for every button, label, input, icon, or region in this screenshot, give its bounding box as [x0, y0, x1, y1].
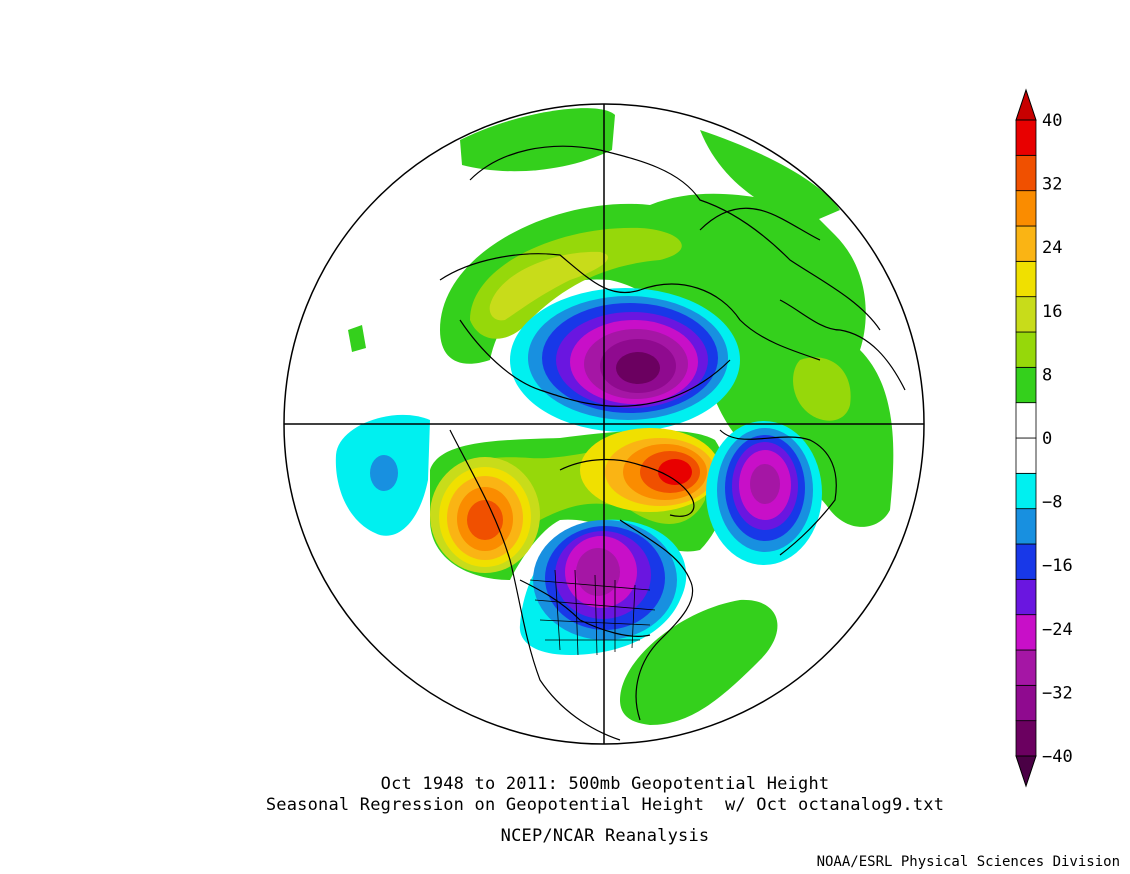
anomaly-yellow-band: [489, 251, 609, 321]
colorbar-swatch: [1015, 472, 1037, 510]
colorbar-tick-label: 32: [1042, 175, 1062, 195]
colorbar-swatch: [1015, 225, 1037, 262]
colorbar-tick-label: 16: [1042, 302, 1062, 322]
colorbar-swatch: [1015, 437, 1037, 474]
colorbar-tick-label: −16: [1042, 556, 1073, 576]
colorbar: 40 32 24 16 8 0 −8 −16 −24 −32 −40: [1015, 88, 1073, 788]
positive-anomaly-atlantic: [620, 599, 778, 725]
positive-anomaly-siberia-north: [460, 108, 615, 172]
positive-anomaly-small: [348, 325, 366, 352]
anomaly-field: [335, 108, 894, 725]
credit-text: NOAA/ESRL Physical Sciences Division: [816, 854, 1120, 870]
colorbar-tick-label: 8: [1042, 365, 1052, 385]
colorbar-tick-label: −8: [1042, 493, 1062, 513]
colorbar-swatch: [1015, 684, 1037, 722]
colorbar-tick-label: 0: [1042, 429, 1052, 449]
colorbar-swatch: [1015, 578, 1037, 616]
colorbar-arrow-high: [1015, 88, 1037, 121]
title-line-3: NCEP/NCAR Reanalysis: [500, 826, 710, 846]
colorbar-swatch: [1015, 366, 1037, 404]
colorbar-swatch: [1015, 296, 1037, 333]
colorbar-swatch: [1015, 260, 1037, 298]
title-line-2: Seasonal Regression on Geopotential Heig…: [265, 795, 945, 815]
colorbar-swatch: [1015, 720, 1037, 757]
colorbar-swatch: [1015, 508, 1037, 545]
positive-anomaly-nw: [700, 130, 840, 225]
coastlines: [439, 145, 906, 741]
colorbar-swatch: [1015, 119, 1037, 156]
colorbar-tick-label: −24: [1042, 620, 1073, 640]
colorbar-tick-label: 24: [1042, 238, 1062, 258]
colorbar-swatch: [1015, 331, 1037, 368]
anomaly-yellowgreen-band: [470, 227, 682, 339]
title-line-1: Oct 1948 to 2011: 500mb Geopotential Hei…: [380, 774, 830, 794]
colorbar-swatch: [1015, 402, 1037, 439]
colorbar-swatch: [1015, 190, 1037, 227]
colorbar-swatch: [1015, 543, 1037, 580]
colorbar-arrow-low: [1015, 755, 1037, 788]
colorbar-tick-label: −32: [1042, 683, 1073, 703]
colorbar-swatch: [1015, 154, 1037, 192]
state-boundaries: [529, 569, 656, 656]
colorbar-swatch: [1015, 649, 1037, 686]
colorbar-tick-label: −40: [1042, 747, 1073, 767]
colorbar-tick-label: 40: [1042, 111, 1062, 131]
colorbar-swatch: [1015, 614, 1037, 651]
anomaly-green-east: [793, 357, 851, 421]
